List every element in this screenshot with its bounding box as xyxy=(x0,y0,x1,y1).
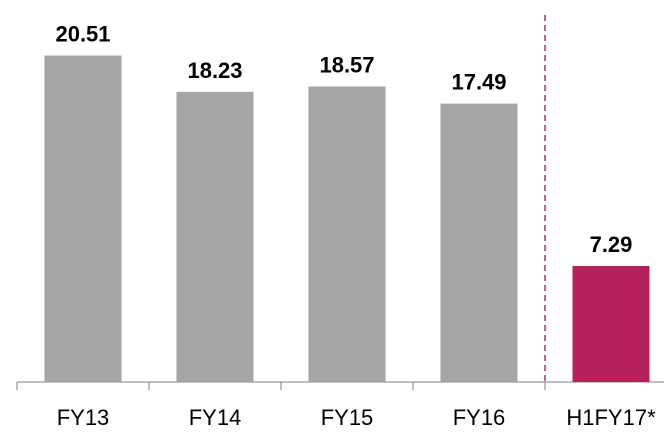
value-label: 18.23 xyxy=(187,58,242,83)
value-label: 20.51 xyxy=(55,22,110,47)
x-tick-label: FY15 xyxy=(321,405,374,430)
value-label: 7.29 xyxy=(590,232,633,257)
x-tick-label: H1FY17* xyxy=(566,405,656,430)
x-tick-label: FY16 xyxy=(453,405,506,430)
bar xyxy=(176,91,254,382)
bar xyxy=(572,265,650,382)
bar xyxy=(308,86,386,383)
x-tick-label: FY13 xyxy=(57,405,110,430)
bar xyxy=(44,55,122,383)
x-tick-label: FY14 xyxy=(189,405,242,430)
value-label: 17.49 xyxy=(451,70,506,95)
value-label: 18.57 xyxy=(319,52,374,77)
bar xyxy=(440,103,518,383)
